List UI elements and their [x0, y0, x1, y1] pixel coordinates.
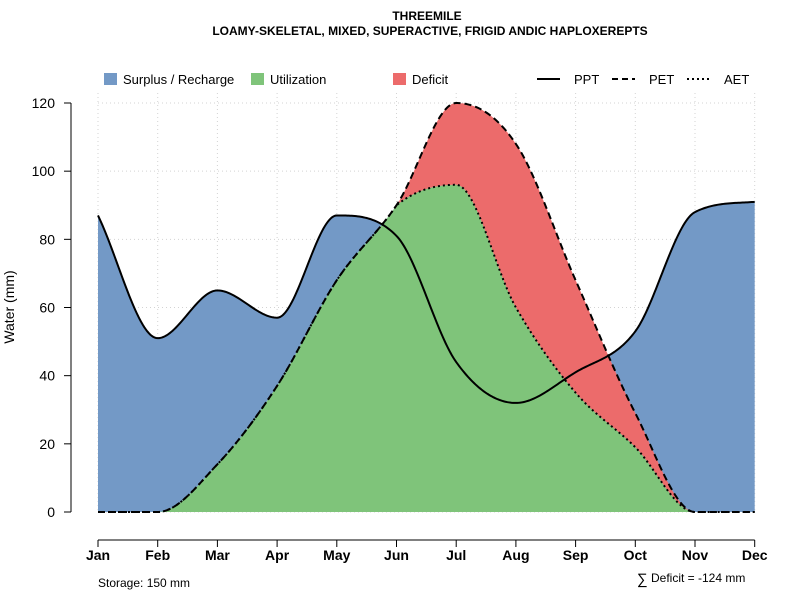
- legend-label-utilization: Utilization: [270, 72, 326, 87]
- x-tick-label: May: [323, 547, 350, 563]
- x-tick-label: Jun: [384, 547, 409, 563]
- legend-swatch-surplus-recharge: [104, 73, 117, 85]
- legend-swatch-deficit: [393, 73, 406, 85]
- y-tick-label: 120: [32, 95, 56, 111]
- x-tick-label: Aug: [502, 547, 529, 563]
- legend-label-ppt: PPT: [574, 72, 599, 87]
- legend-label-deficit: Deficit: [412, 72, 449, 87]
- y-tick-label: 20: [39, 436, 55, 452]
- legend-label-aet: AET: [724, 72, 749, 87]
- x-tick-label: Jul: [446, 547, 466, 563]
- x-tick-label: Jan: [86, 547, 110, 563]
- series-line-pet: [98, 101, 755, 513]
- area-fills: [98, 103, 755, 513]
- utilization-area: [98, 184, 755, 513]
- y-tick-label: 80: [39, 231, 55, 247]
- x-tick-label: Feb: [145, 547, 170, 563]
- x-tick-label: Nov: [682, 547, 709, 563]
- x-tick-label: Apr: [265, 547, 290, 563]
- series-line-ppt: [97, 200, 755, 404]
- legend-label-surplus-recharge: Surplus / Recharge: [123, 72, 234, 87]
- x-tick-label: Mar: [205, 547, 230, 563]
- chart-title: THREEMILE: [392, 9, 461, 23]
- x-tick-label: Oct: [624, 547, 648, 563]
- x-tick-label: Sep: [563, 547, 589, 563]
- axes: 0 20 40 60 80 100 120 Jan Feb Mar Apr May Jun Jul Aug S…: [32, 95, 768, 563]
- legend-label-pet: PET: [649, 72, 674, 87]
- y-tick-label: 40: [39, 368, 55, 384]
- deficit-note: Deficit = -124 mm: [651, 571, 745, 585]
- storage-note: Storage: 150 mm: [98, 576, 190, 590]
- y-tick-label: 0: [47, 504, 55, 520]
- chart-subtitle: LOAMY-SKELETAL, MIXED, SUPERACTIVE, FRIG…: [212, 24, 647, 38]
- deficit-area: [98, 103, 755, 512]
- y-tick-label: 100: [32, 163, 56, 179]
- legend: Surplus / Recharge Utilization Deficit PPT P…: [104, 72, 749, 87]
- series-lines: [97, 101, 755, 513]
- sum-symbol: ∑: [637, 571, 648, 588]
- y-tick-label: 60: [39, 300, 55, 316]
- x-tick-label: Dec: [742, 547, 768, 563]
- legend-swatch-utilization: [251, 73, 264, 85]
- y-axis-label: Water (mm): [1, 270, 17, 343]
